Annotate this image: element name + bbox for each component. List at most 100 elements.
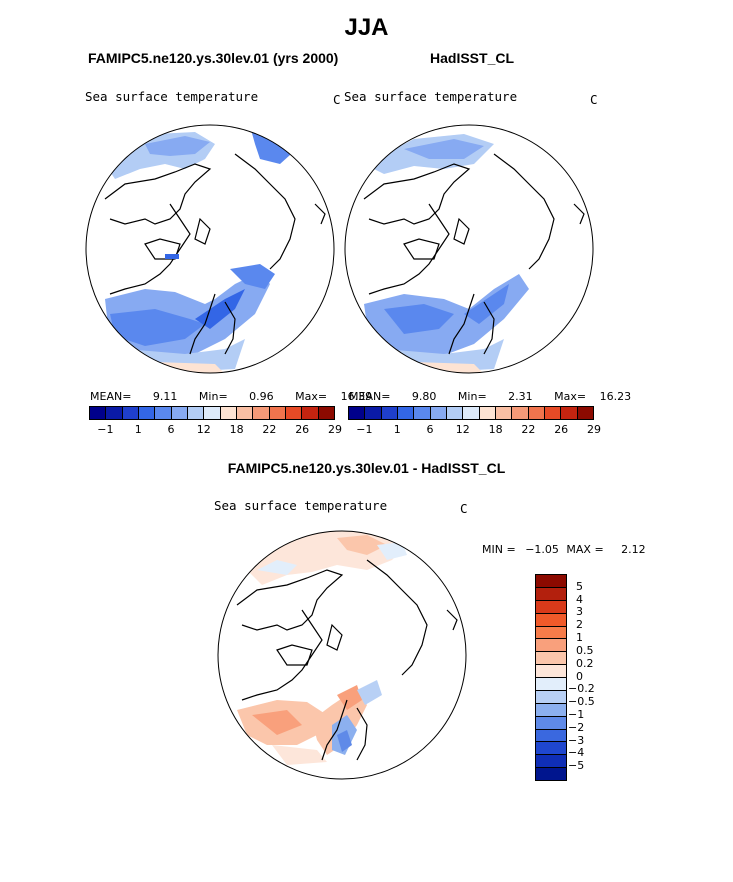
colorbar-swatch — [536, 678, 566, 691]
colorbar-tick-label: 0.5 — [576, 643, 594, 657]
colorbar-tick-label: −0.2 — [568, 682, 595, 696]
diff-units-label: C — [460, 501, 468, 516]
right-sst-map — [344, 124, 594, 374]
diff-colorbar — [535, 574, 567, 781]
diff-variable-label: Sea surface temperature — [214, 498, 388, 513]
left-colorbar-swatches — [89, 406, 335, 420]
colorbar-swatch — [285, 407, 303, 419]
colorbar-tick-label: 29 — [328, 423, 342, 436]
colorbar-swatch — [536, 755, 566, 769]
colorbar-swatch — [577, 407, 593, 419]
colorbar-swatch — [430, 407, 447, 419]
colorbar-swatch — [536, 613, 566, 627]
colorbar-swatch — [236, 407, 254, 419]
colorbar-swatch — [269, 407, 286, 419]
right-colorbar: −1 1 6 12 18 22 26 29 — [348, 406, 601, 436]
colorbar-swatch — [349, 407, 366, 419]
right-min-value: 2.31 — [508, 390, 533, 403]
colorbar-tick-label: 2 — [576, 618, 583, 632]
left-panel-title: FAMIPC5.ne120.ys.30lev.01 (yrs 2000) — [88, 50, 339, 66]
colorbar-swatch — [463, 407, 480, 419]
right-colorbar-swatches — [348, 406, 594, 420]
colorbar-tick-label: −4 — [568, 746, 585, 760]
colorbar-swatch — [318, 407, 334, 419]
colorbar-swatch — [365, 407, 382, 419]
colorbar-swatch — [187, 407, 205, 419]
colorbar-swatch — [536, 665, 566, 678]
colorbar-tick-label: 4 — [576, 592, 583, 606]
colorbar-swatch — [528, 407, 545, 419]
colorbar-tick-label: 29 — [587, 423, 601, 436]
colorbar-swatch — [536, 652, 566, 666]
right-max-label: Max= — [554, 390, 587, 403]
left-sst-map — [85, 124, 335, 374]
right-variable-label: Sea surface temperature — [344, 89, 518, 104]
colorbar-tick-label: 3 — [576, 605, 583, 619]
colorbar-swatch — [536, 768, 566, 780]
diff-min-label: MIN = — [482, 543, 516, 556]
left-mean-label: MEAN= — [90, 390, 132, 403]
right-mean-value: 9.80 — [411, 390, 437, 403]
colorbar-swatch — [544, 407, 562, 419]
left-mean-value: 9.11 — [152, 390, 178, 403]
colorbar-swatch — [90, 407, 107, 419]
diff-min-value: −1.05 — [525, 543, 559, 556]
colorbar-tick-label: −1 — [97, 423, 114, 436]
colorbar-swatch — [106, 407, 123, 419]
colorbar-tick-label: −2 — [568, 720, 585, 734]
diff-colorbar-swatches — [535, 574, 567, 781]
colorbar-swatch — [536, 716, 566, 730]
colorbar-swatch — [138, 407, 156, 419]
colorbar-swatch — [536, 575, 566, 588]
colorbar-swatch — [220, 407, 237, 419]
colorbar-swatch — [536, 742, 566, 756]
colorbar-tick-label: 18 — [488, 423, 503, 436]
right-panel-title: HadISST_CL — [430, 50, 515, 66]
colorbar-swatch — [479, 407, 496, 419]
left-stats: MEAN= 9.11 Min= 0.96 Max= 16.39 — [90, 390, 372, 403]
colorbar-tick-label: −0.5 — [568, 694, 595, 708]
left-max-value: 16.39 — [340, 390, 373, 403]
colorbar-swatch — [446, 407, 464, 419]
colorbar-swatch — [536, 690, 566, 704]
left-colorbar-ticks: −1 1 6 12 18 22 26 29 — [89, 420, 342, 436]
colorbar-tick-label: 26 — [295, 423, 310, 436]
colorbar-tick-label: 0.2 — [576, 656, 594, 670]
colorbar-tick-label: 5 — [576, 579, 583, 593]
colorbar-swatch — [397, 407, 415, 419]
right-units-label: C — [590, 92, 598, 107]
right-mean-label: MEAN= — [349, 390, 391, 403]
colorbar-swatch — [495, 407, 513, 419]
left-variable-label: Sea surface temperature — [85, 89, 259, 104]
right-min-label: Min= — [457, 390, 487, 403]
diff-sst-map — [217, 530, 467, 780]
left-min-value: 0.96 — [249, 390, 274, 403]
colorbar-tick-label: −1 — [356, 423, 373, 436]
left-colorbar: −1 1 6 12 18 22 26 29 — [89, 406, 342, 436]
colorbar-tick-label: 22 — [521, 423, 536, 436]
colorbar-tick-label: 1 — [134, 423, 142, 436]
colorbar-swatch — [414, 407, 431, 419]
colorbar-tick-label: 1 — [576, 630, 583, 644]
colorbar-swatch — [512, 407, 529, 419]
colorbar-tick-label: 6 — [426, 423, 434, 436]
colorbar-tick-label: 6 — [167, 423, 175, 436]
right-colorbar-ticks: −1 1 6 12 18 22 26 29 — [348, 420, 601, 436]
colorbar-tick-label: −1 — [568, 707, 585, 721]
colorbar-swatch — [171, 407, 188, 419]
colorbar-tick-label: 1 — [393, 423, 401, 436]
colorbar-swatch — [381, 407, 398, 419]
colorbar-tick-label: −5 — [568, 759, 585, 773]
colorbar-swatch — [536, 600, 566, 614]
colorbar-tick-label: 0 — [576, 669, 583, 683]
colorbar-tick-label: −3 — [568, 733, 585, 747]
colorbar-swatch — [561, 407, 578, 419]
diff-max-value: 2.12 — [621, 543, 646, 556]
right-stats: MEAN= 9.80 Min= 2.31 Max= 16.23 — [349, 390, 631, 403]
diff-colorbar-ticks: 5 4 3 2 1 0.5 0.2 0 −0.2 −0.5 −1 −2 −3 −4 −5 — [568, 574, 628, 779]
colorbar-swatch — [204, 407, 221, 419]
diff-panel-title: FAMIPC5.ne120.ys.30lev.01 - HadISST_CL — [227, 460, 506, 476]
diff-max-label: MAX = — [566, 543, 604, 556]
colorbar-swatch — [536, 703, 566, 717]
colorbar-swatch — [536, 626, 566, 640]
